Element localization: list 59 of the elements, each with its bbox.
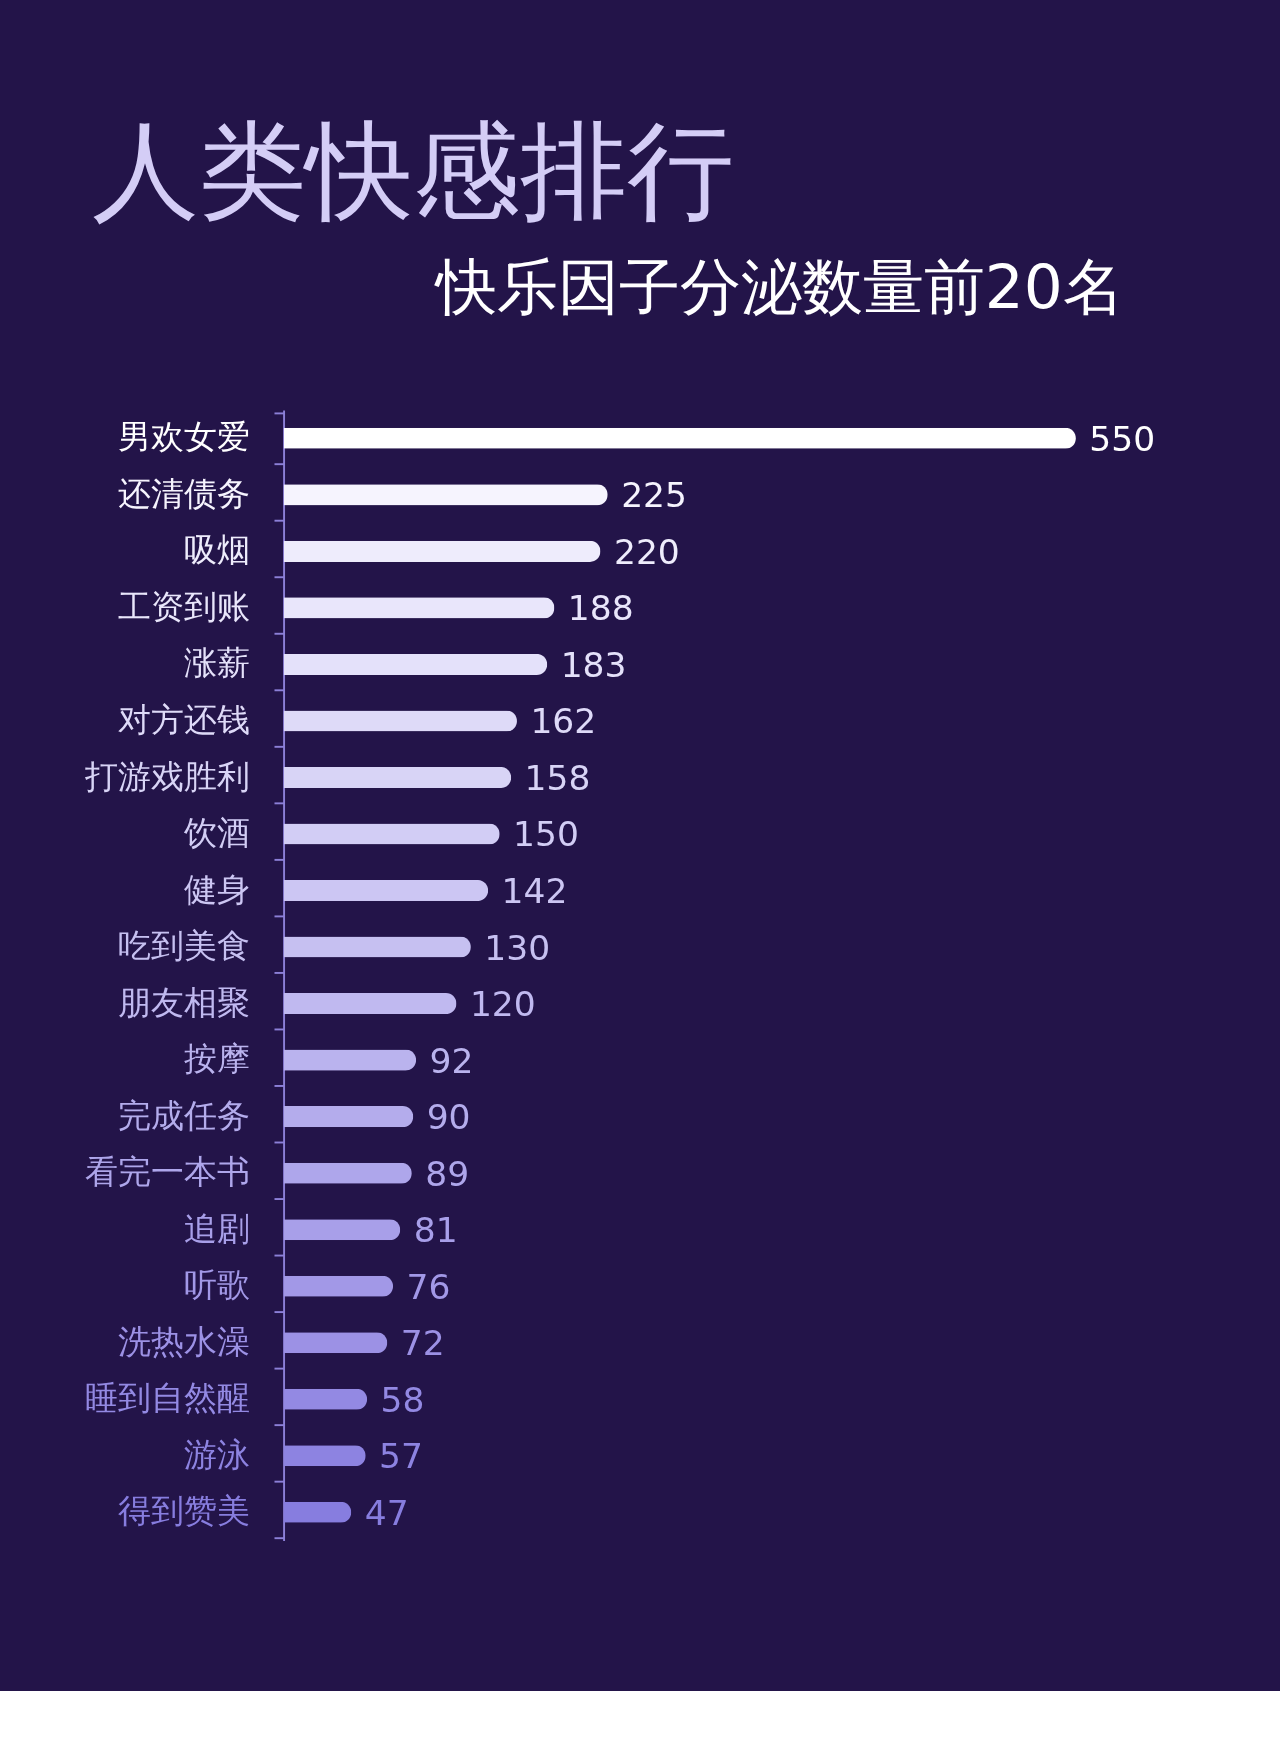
y-tick-label: 游泳 [183,1435,250,1474]
bar [283,710,517,732]
bar [283,993,457,1015]
data-label: 76 [406,1266,451,1307]
y-tick-label: 按摩 [183,1040,250,1079]
y-tick-label: 吸烟 [183,531,250,570]
data-label: 142 [501,870,568,911]
bar [283,1162,412,1184]
data-label: 90 [426,1097,471,1138]
y-tick-label: 睡到自然醒 [84,1379,250,1418]
y-tick-label: 男欢女爱 [117,418,250,457]
bar [283,1219,401,1241]
y-tick-label: 洗热水澡 [117,1322,250,1361]
data-label: 183 [560,644,627,685]
y-tick-label: 对方还钱 [117,701,250,740]
data-label: 47 [364,1492,409,1533]
bar [283,879,489,902]
data-label: 225 [621,475,687,516]
data-label: 72 [400,1323,445,1364]
data-label: 162 [530,701,597,742]
y-tick-label: 听歌 [183,1266,250,1305]
bar [283,427,1076,449]
bar [283,766,512,789]
bar [283,1049,417,1071]
y-tick-label: 饮酒 [182,814,250,853]
chart-subtitle: 快乐因子分泌数量前20名 [433,251,1124,323]
data-label: 150 [513,814,579,855]
y-tick-label: 完成任务 [117,1096,250,1135]
data-label: 120 [469,984,536,1025]
data-label: 158 [524,757,591,798]
y-tick-label: 追剧 [183,1209,250,1248]
data-label: 92 [429,1040,474,1081]
y-tick-label: 吃到美食 [117,927,250,966]
y-tick-label: 得到赞美 [117,1492,250,1531]
bar [283,597,555,619]
y-tick-label: 还清债务 [117,474,250,513]
data-label: 81 [413,1210,458,1251]
bar [283,1275,394,1297]
bar [283,823,500,845]
data-label: 57 [379,1436,424,1477]
y-tick-label: 健身 [183,870,250,909]
bar [283,484,608,506]
bar [283,936,471,958]
y-tick-label: 工资到账 [117,587,250,626]
y-tick-label: 涨薪 [183,644,250,683]
data-label: 550 [1089,418,1156,459]
data-label: 89 [425,1153,470,1194]
data-label: 130 [484,927,551,968]
bar [283,1106,414,1128]
chart-title: 人类快感排行 [91,107,734,233]
y-tick-label: 朋友相聚 [117,983,250,1022]
y-tick-label: 看完一本书 [84,1153,250,1192]
y-tick-label: 打游戏胜利 [83,757,250,796]
data-label: 220 [613,531,680,572]
data-label: 58 [380,1379,425,1420]
bar [283,653,548,675]
bar [283,540,601,562]
bar [283,1332,388,1354]
data-label: 188 [567,588,634,629]
